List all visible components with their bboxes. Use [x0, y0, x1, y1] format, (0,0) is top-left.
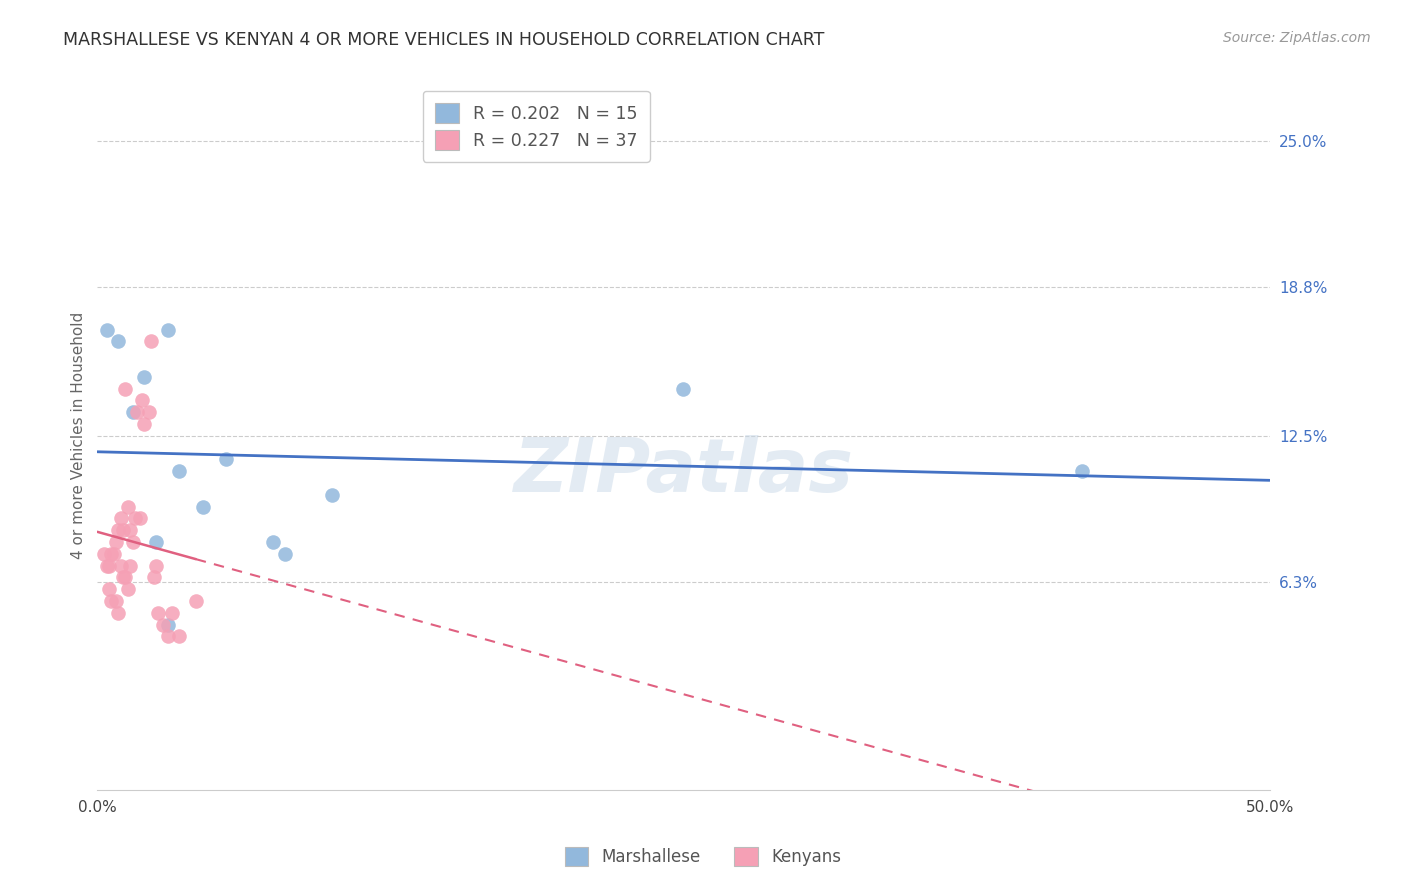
Point [110, 558, 132, 573]
Point [274, 547, 297, 561]
Point [120, 558, 142, 573]
Point [134, 370, 156, 384]
Point [100, 547, 122, 561]
Point [262, 535, 284, 549]
Point [121, 535, 143, 549]
Point [131, 393, 153, 408]
Point [127, 405, 149, 419]
Point [141, 334, 163, 349]
Point [98, 558, 121, 573]
Point [142, 570, 165, 584]
Point [117, 582, 139, 597]
Point [100, 594, 122, 608]
Point [98, 582, 121, 597]
Point [105, 535, 128, 549]
Point [145, 535, 167, 549]
Point [184, 594, 207, 608]
Point [156, 617, 179, 632]
Point [96, 558, 118, 573]
Point [145, 558, 167, 573]
Point [169, 630, 191, 644]
Point [321, 488, 343, 502]
Point [124, 511, 146, 525]
Legend: Marshallese, Kenyans: Marshallese, Kenyans [557, 838, 849, 875]
Point [114, 382, 136, 396]
Point [107, 334, 129, 349]
Point [1071, 464, 1094, 478]
Point [162, 606, 184, 620]
Point [128, 511, 150, 525]
Point [148, 606, 170, 620]
Point [215, 452, 238, 467]
Point [93, 547, 115, 561]
Point [105, 594, 128, 608]
Legend: R = 0.202   N = 15, R = 0.227   N = 37: R = 0.202 N = 15, R = 0.227 N = 37 [423, 91, 650, 162]
Point [152, 617, 174, 632]
Y-axis label: 4 or more Vehicles in Household: 4 or more Vehicles in Household [72, 312, 86, 559]
Text: ZIPatlas: ZIPatlas [513, 434, 853, 508]
Text: Source: ZipAtlas.com: Source: ZipAtlas.com [1223, 31, 1371, 45]
Point [156, 630, 179, 644]
Point [110, 511, 132, 525]
Point [138, 405, 160, 419]
Point [112, 570, 135, 584]
Point [96, 323, 118, 337]
Point [120, 523, 142, 537]
Point [107, 606, 129, 620]
Point [169, 464, 191, 478]
Point [112, 523, 135, 537]
Text: MARSHALLESE VS KENYAN 4 OR MORE VEHICLES IN HOUSEHOLD CORRELATION CHART: MARSHALLESE VS KENYAN 4 OR MORE VEHICLES… [63, 31, 825, 49]
Point [107, 523, 129, 537]
Point [117, 500, 139, 514]
Point [156, 323, 179, 337]
Point [114, 570, 136, 584]
Point [134, 417, 156, 431]
Point [672, 382, 695, 396]
Point [191, 500, 214, 514]
Point [121, 405, 143, 419]
Point [103, 547, 125, 561]
